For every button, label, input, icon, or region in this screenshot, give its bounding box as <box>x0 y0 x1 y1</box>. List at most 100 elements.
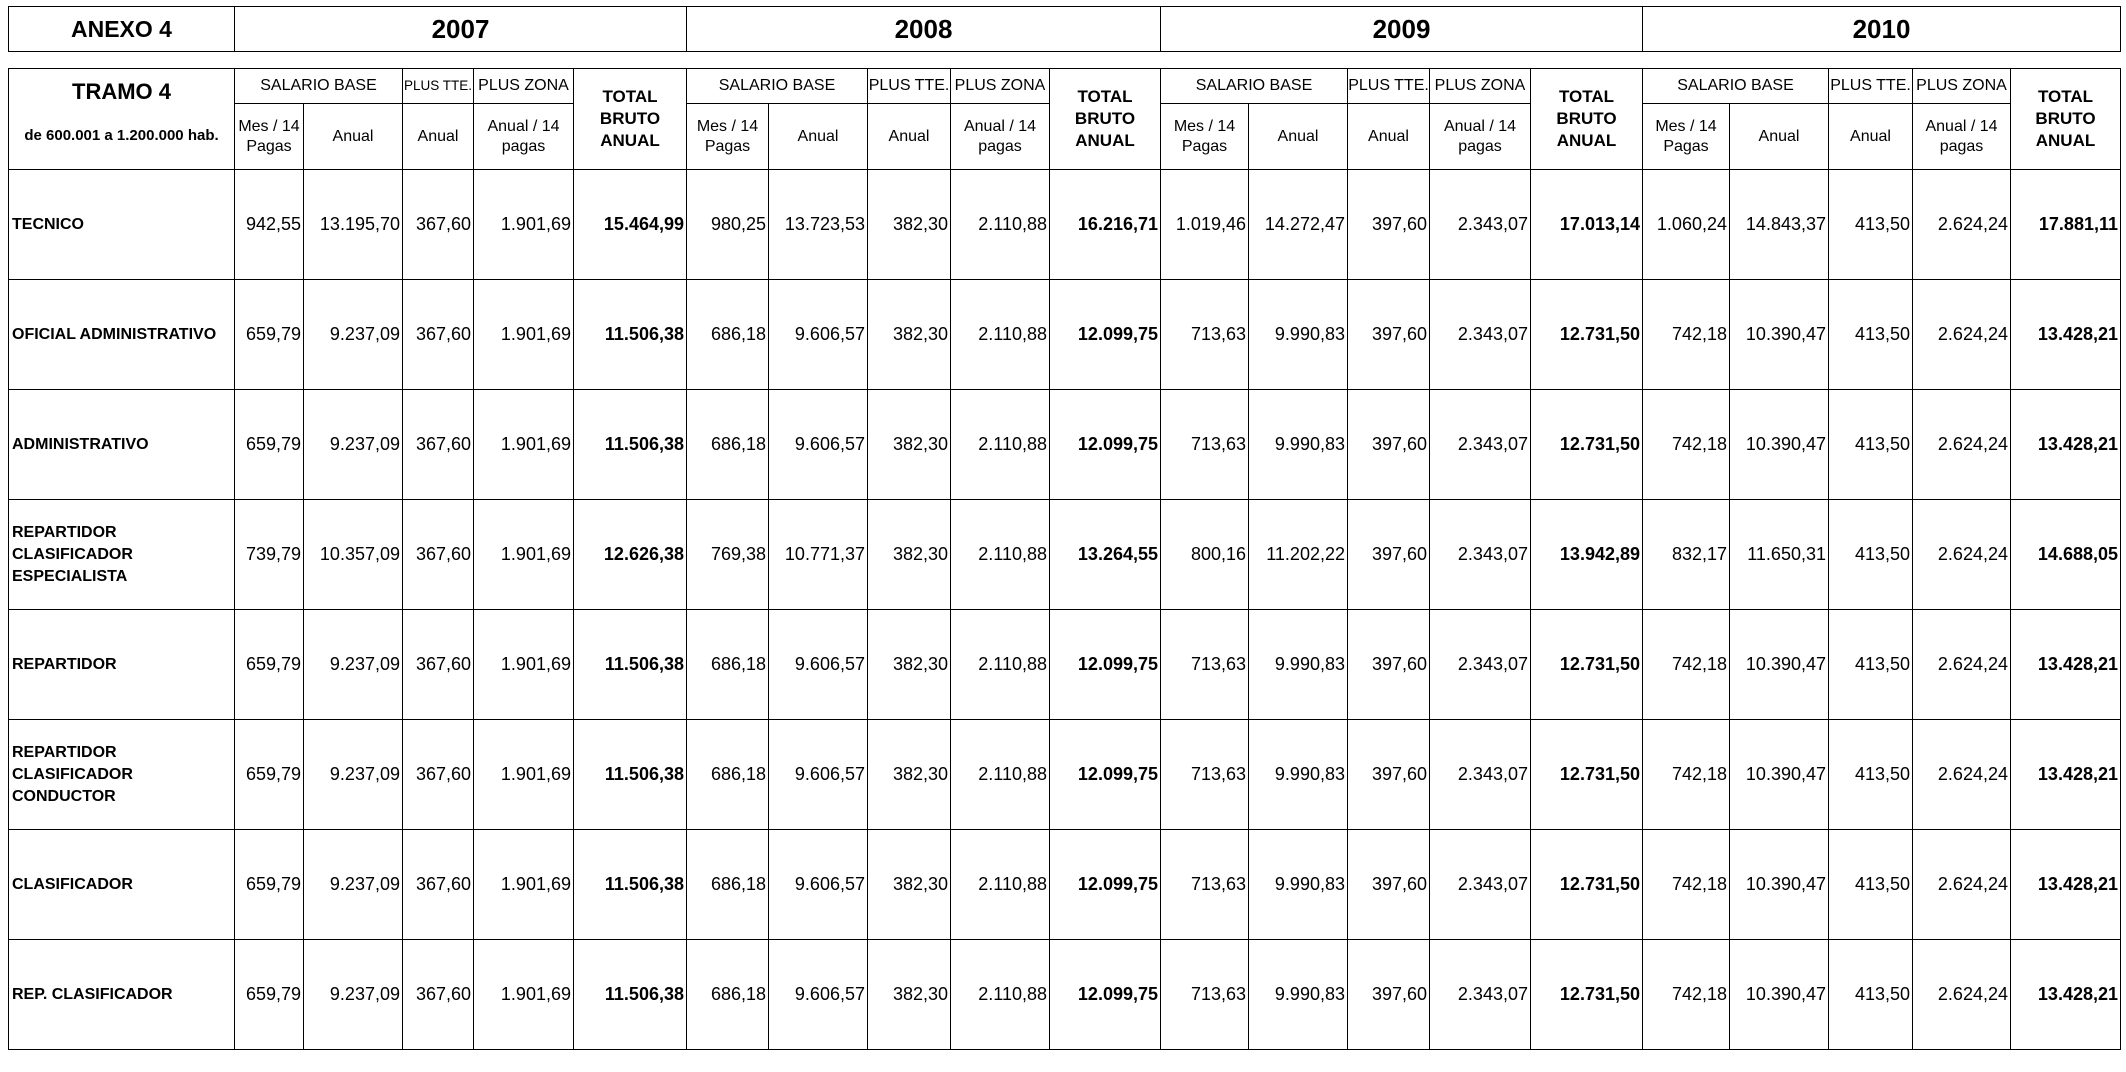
value-cell: 9.990,83 <box>1248 939 1348 1050</box>
value-cell: 367,60 <box>402 719 474 830</box>
value-cell: 9.237,09 <box>303 279 403 390</box>
value-cell: 397,60 <box>1347 939 1430 1050</box>
anual-14-pagas-header: Anual / 14 pagas <box>1912 103 2011 170</box>
value-cell: 2.343,07 <box>1429 279 1531 390</box>
value-cell: 2.624,24 <box>1912 719 2011 830</box>
value-cell: 742,18 <box>1642 279 1730 390</box>
value-cell: 413,50 <box>1828 609 1913 720</box>
value-cell: 9.606,57 <box>768 279 868 390</box>
salario-base-header: SALARIO BASE <box>1160 68 1348 104</box>
value-cell: 382,30 <box>867 499 951 610</box>
total-cell: 13.428,21 <box>2010 389 2121 500</box>
year-2010: 2010 <box>1642 6 2121 52</box>
anual-14-pagas-header: Anual / 14 pagas <box>473 103 574 170</box>
value-cell: 382,30 <box>867 389 951 500</box>
plus-tte-header: PLUS TTE. <box>402 68 474 104</box>
value-cell: 2.110,88 <box>950 719 1050 830</box>
total-cell: 13.428,21 <box>2010 279 2121 390</box>
total-cell: 11.506,38 <box>573 389 687 500</box>
value-cell: 2.624,24 <box>1912 169 2011 280</box>
value-cell: 413,50 <box>1828 389 1913 500</box>
value-cell: 13.195,70 <box>303 169 403 280</box>
year-header-table: ANEXO 4 2007 2008 2009 2010 <box>8 6 2121 52</box>
year-2007: 2007 <box>234 6 687 52</box>
value-cell: 10.390,47 <box>1729 829 1829 940</box>
value-cell: 367,60 <box>402 389 474 500</box>
value-cell: 9.237,09 <box>303 829 403 940</box>
value-cell: 11.650,31 <box>1729 499 1829 610</box>
value-cell: 2.343,07 <box>1429 719 1531 830</box>
category-cell: REPARTIDOR CLASIFICADOR CONDUCTOR <box>8 719 235 830</box>
value-cell: 2.110,88 <box>950 169 1050 280</box>
value-cell: 10.390,47 <box>1729 279 1829 390</box>
value-cell: 659,79 <box>234 279 304 390</box>
total-cell: 12.626,38 <box>573 499 687 610</box>
value-cell: 1.060,24 <box>1642 169 1730 280</box>
value-cell: 10.390,47 <box>1729 719 1829 830</box>
salary-table: TRAMO 4 de 600.001 a 1.200.000 hab. SALA… <box>8 68 2121 1050</box>
value-cell: 9.606,57 <box>768 609 868 720</box>
category-cell: CLASIFICADOR <box>8 829 235 940</box>
anual-14-pagas-header: Anual / 14 pagas <box>950 103 1050 170</box>
value-cell: 2.110,88 <box>950 389 1050 500</box>
value-cell: 367,60 <box>402 609 474 720</box>
salario-base-header: SALARIO BASE <box>686 68 868 104</box>
value-cell: 9.990,83 <box>1248 389 1348 500</box>
total-cell: 11.506,38 <box>573 719 687 830</box>
value-cell: 13.723,53 <box>768 169 868 280</box>
value-cell: 659,79 <box>234 609 304 720</box>
total-cell: 12.731,50 <box>1530 609 1643 720</box>
value-cell: 713,63 <box>1160 829 1249 940</box>
value-cell: 10.771,37 <box>768 499 868 610</box>
value-cell: 686,18 <box>686 939 769 1050</box>
total-cell: 12.099,75 <box>1049 389 1161 500</box>
mes-14-pagas-header: Mes / 14 Pagas <box>1642 103 1730 170</box>
value-cell: 2.343,07 <box>1429 499 1531 610</box>
category-cell: REP. CLASIFICADOR <box>8 939 235 1050</box>
value-cell: 1.901,69 <box>473 719 574 830</box>
value-cell: 10.357,09 <box>303 499 403 610</box>
value-cell: 1.901,69 <box>473 609 574 720</box>
value-cell: 382,30 <box>867 719 951 830</box>
value-cell: 413,50 <box>1828 279 1913 390</box>
value-cell: 10.390,47 <box>1729 389 1829 500</box>
value-cell: 742,18 <box>1642 939 1730 1050</box>
column-subheader-row: Mes / 14 Pagas Anual Anual Anual / 14 pa… <box>9 103 2121 170</box>
value-cell: 832,17 <box>1642 499 1730 610</box>
total-cell: 12.731,50 <box>1530 279 1643 390</box>
total-cell: 11.506,38 <box>573 279 687 390</box>
value-cell: 2.343,07 <box>1429 829 1531 940</box>
value-cell: 742,18 <box>1642 389 1730 500</box>
category-cell: TECNICO <box>8 169 235 280</box>
value-cell: 14.272,47 <box>1248 169 1348 280</box>
total-cell: 12.731,50 <box>1530 719 1643 830</box>
value-cell: 2.624,24 <box>1912 609 2011 720</box>
value-cell: 397,60 <box>1347 279 1430 390</box>
value-cell: 713,63 <box>1160 939 1249 1050</box>
anual-header: Anual <box>1828 103 1913 170</box>
salario-base-header: SALARIO BASE <box>1642 68 1829 104</box>
total-cell: 12.099,75 <box>1049 609 1161 720</box>
total-cell: 12.731,50 <box>1530 939 1643 1050</box>
value-cell: 686,18 <box>686 279 769 390</box>
value-cell: 2.110,88 <box>950 939 1050 1050</box>
value-cell: 397,60 <box>1347 169 1430 280</box>
value-cell: 713,63 <box>1160 609 1249 720</box>
value-cell: 413,50 <box>1828 499 1913 610</box>
total-cell: 11.506,38 <box>573 939 687 1050</box>
value-cell: 9.606,57 <box>768 939 868 1050</box>
total-cell: 12.099,75 <box>1049 939 1161 1050</box>
table-row: TECNICO 942,55 13.195,70 367,60 1.901,69 15.4… <box>8 169 2121 280</box>
value-cell: 769,38 <box>686 499 769 610</box>
value-cell: 2.343,07 <box>1429 609 1531 720</box>
table-row: CLASIFICADOR 659,79 9.237,09 367,60 1.901,69… <box>8 829 2121 940</box>
value-cell: 2.110,88 <box>950 279 1050 390</box>
value-cell: 659,79 <box>234 939 304 1050</box>
value-cell: 2.624,24 <box>1912 939 2011 1050</box>
value-cell: 2.624,24 <box>1912 389 2011 500</box>
anual-header: Anual <box>402 103 474 170</box>
plus-tte-header: PLUS TTE. <box>1828 68 1913 104</box>
value-cell: 367,60 <box>402 279 474 390</box>
value-cell: 413,50 <box>1828 169 1913 280</box>
total-cell: 12.099,75 <box>1049 829 1161 940</box>
